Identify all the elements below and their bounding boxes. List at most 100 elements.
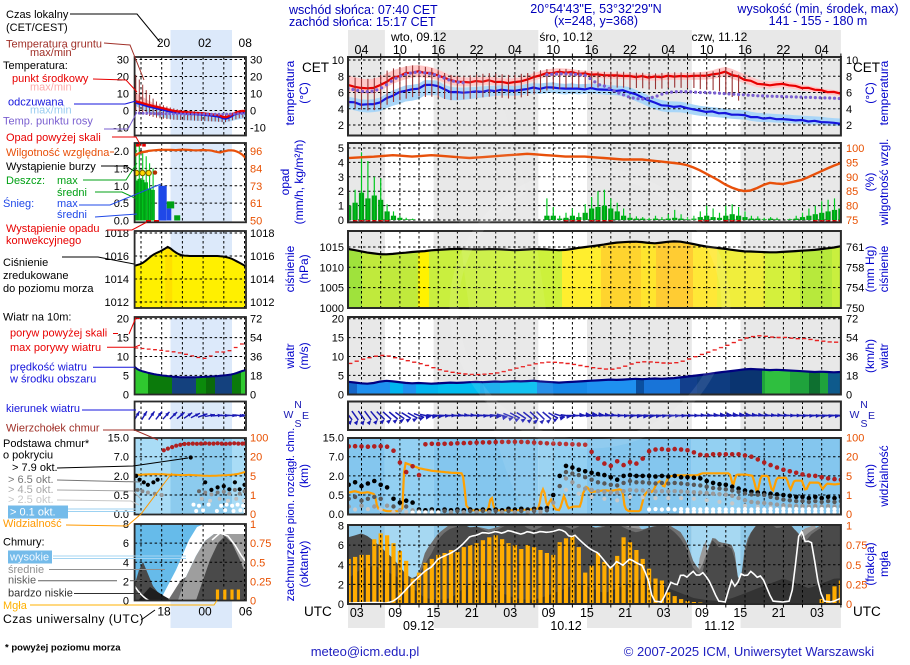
svg-text:2.0: 2.0 (114, 471, 129, 483)
svg-text:2: 2 (338, 186, 344, 198)
svg-text:niskie: niskie (8, 575, 36, 587)
svg-text:w środku obszaru: w środku obszaru (9, 374, 96, 386)
svg-text:04: 04 (355, 43, 369, 57)
svg-text:poryw powyżej skali: poryw powyżej skali (10, 328, 107, 340)
svg-text:61: 61 (250, 198, 262, 210)
svg-text:5: 5 (338, 143, 344, 155)
svg-text:zredukowane: zredukowane (3, 270, 68, 282)
svg-text:Ciśnienie: Ciśnienie (3, 257, 48, 269)
svg-text:15: 15 (427, 606, 441, 620)
svg-text:0: 0 (123, 596, 129, 608)
svg-text:4: 4 (338, 157, 344, 169)
svg-text:(mm Hg): (mm Hg) (863, 246, 877, 293)
svg-text:141 - 155 - 180 m: 141 - 155 - 180 m (769, 14, 868, 28)
svg-text:7.0: 7.0 (329, 452, 344, 464)
svg-text:Czas lokalny: Czas lokalny (6, 9, 69, 21)
svg-text:0.0: 0.0 (114, 509, 129, 521)
svg-text:758: 758 (846, 262, 864, 274)
svg-text:22: 22 (470, 43, 484, 57)
svg-text:temperatura: temperatura (877, 60, 891, 125)
svg-text:0: 0 (338, 215, 344, 227)
svg-text:(km/h): (km/h) (863, 339, 877, 373)
svg-text:widzialność: widzialność (877, 445, 891, 507)
svg-text:0: 0 (338, 389, 344, 401)
svg-text:10: 10 (700, 43, 714, 57)
svg-text:06: 06 (239, 605, 253, 619)
svg-text:(°C): (°C) (297, 82, 311, 103)
svg-text:10: 10 (117, 352, 129, 364)
svg-text:36: 36 (250, 352, 262, 364)
svg-text:0.0: 0.0 (329, 509, 344, 521)
svg-text:15.0: 15.0 (323, 433, 344, 445)
svg-text:09: 09 (388, 606, 402, 620)
svg-text:Chmury:: Chmury: (3, 537, 45, 549)
svg-text:10: 10 (117, 89, 129, 101)
svg-text:(m/s): (m/s) (297, 342, 311, 369)
svg-text:6: 6 (846, 88, 852, 100)
svg-text:(oktanty): (oktanty) (297, 541, 311, 588)
svg-text:N: N (294, 399, 302, 411)
svg-text:0: 0 (846, 389, 852, 401)
svg-text:20: 20 (846, 452, 858, 464)
svg-text:Opad powyżej skali: Opad powyżej skali (6, 132, 101, 144)
svg-text:UTC: UTC (304, 604, 332, 619)
svg-text:4: 4 (123, 557, 129, 569)
svg-text:8: 8 (338, 71, 344, 83)
svg-text:0: 0 (250, 106, 256, 118)
svg-text:0: 0 (123, 106, 129, 118)
svg-text:21: 21 (618, 606, 632, 620)
svg-text:1016: 1016 (105, 251, 129, 263)
svg-text:04: 04 (508, 43, 522, 57)
svg-text:6: 6 (123, 538, 129, 550)
svg-text:2: 2 (338, 579, 344, 591)
svg-text:średnie: średnie (8, 564, 44, 576)
svg-text:0: 0 (250, 509, 256, 521)
svg-text:3: 3 (338, 172, 344, 184)
svg-text:15.0: 15.0 (108, 433, 129, 445)
svg-text:20: 20 (332, 314, 344, 326)
svg-text:0.5: 0.5 (329, 490, 344, 502)
svg-text:0.75: 0.75 (846, 540, 867, 552)
svg-text:09.12: 09.12 (403, 619, 434, 633)
svg-text:10: 10 (393, 43, 407, 57)
svg-text:02: 02 (198, 36, 212, 50)
svg-text:15: 15 (733, 606, 747, 620)
svg-text:do poziomu morza: do poziomu morza (3, 283, 94, 295)
svg-text:80: 80 (846, 201, 858, 213)
svg-text:(%): (%) (863, 173, 877, 192)
svg-text:S: S (860, 418, 867, 430)
svg-text:2: 2 (846, 120, 852, 132)
svg-text:6: 6 (338, 540, 344, 552)
svg-text:wysokość (min, środek, max): wysokość (min, środek, max) (736, 2, 898, 16)
svg-text:Wystąpienie burzy: Wystąpienie burzy (6, 161, 96, 173)
svg-text:10.12: 10.12 (550, 619, 581, 633)
svg-text:Wierzchołek chmur: Wierzchołek chmur (6, 423, 100, 435)
svg-text:śro, 10.12: śro, 10.12 (539, 30, 593, 44)
svg-text:1012: 1012 (250, 297, 274, 309)
svg-text:1014: 1014 (105, 274, 129, 286)
svg-text:04: 04 (661, 43, 675, 57)
svg-text:bardzo niskie: bardzo niskie (8, 588, 73, 600)
svg-text:16: 16 (431, 43, 445, 57)
svg-text:* powyżej poziomu morza: * powyżej poziomu morza (5, 643, 121, 654)
svg-text:0.5: 0.5 (114, 490, 129, 502)
svg-text:21: 21 (772, 606, 786, 620)
svg-text:30: 30 (250, 55, 262, 67)
svg-text:30: 30 (117, 55, 129, 67)
svg-text:Temperatura gruntu: Temperatura gruntu (6, 39, 102, 51)
svg-text:72: 72 (250, 314, 262, 326)
svg-text:0.5: 0.5 (114, 198, 129, 210)
svg-text:22: 22 (776, 43, 790, 57)
svg-text:0: 0 (846, 599, 852, 611)
svg-text:18: 18 (846, 370, 858, 382)
svg-text:5: 5 (123, 370, 129, 382)
svg-text:2.0: 2.0 (114, 146, 129, 158)
svg-text:> 7.9 okt.: > 7.9 okt. (12, 462, 58, 474)
svg-text:wiatr: wiatr (283, 343, 297, 369)
svg-text:03: 03 (350, 606, 364, 620)
svg-text:Podstawa chmur*: Podstawa chmur* (3, 438, 90, 450)
svg-text:(x=248, y=368): (x=248, y=368) (554, 14, 638, 28)
svg-text:max/min: max/min (30, 47, 72, 59)
svg-text:W: W (284, 409, 294, 421)
svg-text:50: 50 (250, 216, 262, 228)
